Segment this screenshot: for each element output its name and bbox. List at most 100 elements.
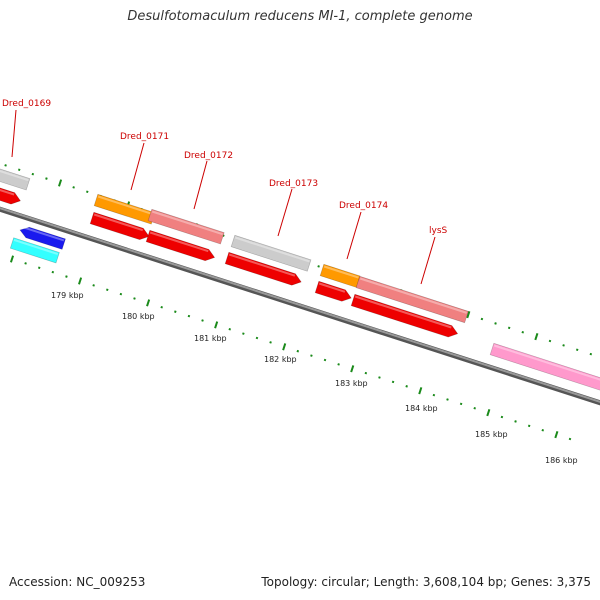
- outer-minor-tick: [222, 234, 225, 237]
- outer-major-tick: [466, 311, 471, 319]
- inner-minor-tick: [541, 428, 545, 432]
- inner-minor-tick: [459, 402, 463, 406]
- gene-dred-0171-trna[interactable]: [93, 193, 156, 225]
- inner-minor-tick: [432, 393, 436, 397]
- gene-lyss-bar[interactable]: [355, 275, 469, 324]
- inner-minor-tick: [500, 415, 504, 419]
- outer-minor-tick: [494, 322, 497, 325]
- scale-label-185: 185 kbp: [475, 430, 508, 439]
- inner-minor-tick: [24, 262, 27, 265]
- leader-line-dred-0169: [11, 109, 17, 158]
- outer-minor-tick: [521, 330, 525, 334]
- scale-labels: 179 kbp 180 kbp 181 kbp 182 kbp 183 kbp …: [51, 291, 578, 465]
- inner-minor-tick: [514, 420, 517, 423]
- inner-major-tick: [78, 277, 83, 285]
- inner-minor-tick: [255, 336, 259, 340]
- inner-minor-tick: [378, 376, 381, 379]
- gene-pink-bar-highlight: [493, 344, 600, 381]
- gene-dred-0169-bar-highlight: [0, 169, 29, 182]
- gene-dred-0174-cds-highlight: [318, 282, 346, 293]
- gene-pink-bar[interactable]: [489, 342, 600, 394]
- outer-minor-tick: [575, 348, 579, 352]
- outer-minor-tick: [4, 164, 7, 167]
- gene-cds-left-red[interactable]: [0, 185, 21, 205]
- leader-line-lyss: [420, 236, 436, 285]
- inner-minor-tick: [405, 385, 408, 388]
- inner-minor-tick: [337, 363, 340, 366]
- scale-label-181: 181 kbp: [194, 334, 227, 343]
- gene-dred-0171-cds[interactable]: [89, 211, 150, 240]
- inner-minor-tick: [568, 437, 572, 441]
- gene-dred-0173-bar[interactable]: [230, 234, 312, 272]
- outer-minor-tick: [31, 172, 35, 176]
- inner-minor-tick: [323, 358, 327, 362]
- inner-minor-tick: [201, 319, 204, 322]
- inner-minor-tick: [133, 297, 136, 300]
- leader-line-dred-0172: [193, 160, 208, 210]
- gene-dred-0173-cds[interactable]: [224, 251, 302, 286]
- gene-dred-0173-cds-highlight: [228, 253, 296, 277]
- inner-tick-track: [9, 255, 572, 441]
- features-layer: [0, 166, 600, 394]
- scale-label-179: 179 kbp: [51, 291, 84, 300]
- gene-lyss-bar-highlight: [359, 277, 468, 314]
- inner-minor-tick: [160, 306, 163, 309]
- leader-line-dred-0173: [277, 188, 293, 237]
- outer-minor-tick: [589, 352, 593, 356]
- gene-dred-0172-bar[interactable]: [147, 208, 225, 245]
- topology-text: Topology: circular; Length: 3,608,104 bp…: [261, 575, 591, 589]
- gene-dred-0169-bar[interactable]: [0, 166, 31, 191]
- inner-major-tick: [9, 255, 15, 263]
- gene-cyan-bar[interactable]: [9, 237, 60, 264]
- gene-label-dred-0171[interactable]: Dred_0171: [120, 132, 169, 142]
- inner-minor-tick: [174, 310, 177, 313]
- inner-minor-tick: [242, 332, 245, 335]
- gene-dred-0171-cds-highlight: [93, 213, 144, 232]
- gene-label-dred-0172[interactable]: Dred_0172: [184, 151, 233, 161]
- inner-minor-tick: [446, 398, 449, 401]
- scale-label-183: 183 kbp: [335, 379, 368, 388]
- scale-label-180: 180 kbp: [122, 312, 155, 321]
- inner-minor-tick: [310, 354, 313, 357]
- inner-minor-tick: [119, 292, 123, 296]
- gene-dred-0171-trna-highlight: [97, 195, 154, 216]
- leader-line-dred-0171: [130, 142, 145, 191]
- inner-minor-tick: [473, 407, 476, 410]
- inner-major-tick: [486, 409, 491, 417]
- inner-minor-tick: [65, 275, 68, 278]
- gene-label-lyss[interactable]: lysS: [429, 226, 448, 236]
- gene-label-dred-0174[interactable]: Dred_0174: [339, 201, 388, 211]
- gene-cds-left-red-highlight: [0, 188, 15, 196]
- outer-minor-tick: [562, 344, 565, 347]
- gene-dred-0172-cds-highlight: [149, 231, 209, 253]
- gene-leader-lines: [11, 109, 436, 285]
- gene-cyan-bar-highlight: [13, 239, 59, 256]
- inner-major-tick: [214, 321, 219, 329]
- inner-minor-tick: [37, 266, 41, 270]
- inner-minor-tick: [106, 288, 109, 291]
- gene-lyss-cds[interactable]: [350, 293, 459, 338]
- inner-minor-tick: [187, 314, 191, 318]
- inner-major-tick: [146, 299, 151, 307]
- outer-minor-tick: [548, 339, 552, 343]
- gene-dred-0172-bar-highlight: [151, 210, 223, 236]
- gene-blue-arrow-highlight: [21, 226, 65, 242]
- outer-minor-tick: [17, 168, 21, 172]
- gene-dred-0174-trna-highlight: [323, 265, 359, 279]
- leader-line-dred-0174: [346, 211, 362, 260]
- gene-dred-0172-cds[interactable]: [145, 229, 216, 262]
- gene-label-dred-0169[interactable]: Dred_0169: [2, 99, 51, 109]
- gene-dred-0173-bar-highlight: [234, 236, 310, 263]
- outer-minor-tick: [480, 317, 484, 321]
- outer-minor-tick: [72, 186, 75, 189]
- gene-blue-arrow[interactable]: [19, 226, 66, 250]
- map-title: Desulfotomaculum reducens MI-1, complete…: [127, 9, 473, 24]
- inner-major-tick: [554, 430, 559, 439]
- outer-major-tick: [58, 179, 63, 187]
- gene-lyss-cds-highlight: [354, 295, 452, 329]
- gene-label-dred-0173[interactable]: Dred_0173: [269, 179, 318, 189]
- scale-label-182: 182 kbp: [264, 355, 297, 364]
- gene-dred-0174-cds[interactable]: [314, 280, 352, 302]
